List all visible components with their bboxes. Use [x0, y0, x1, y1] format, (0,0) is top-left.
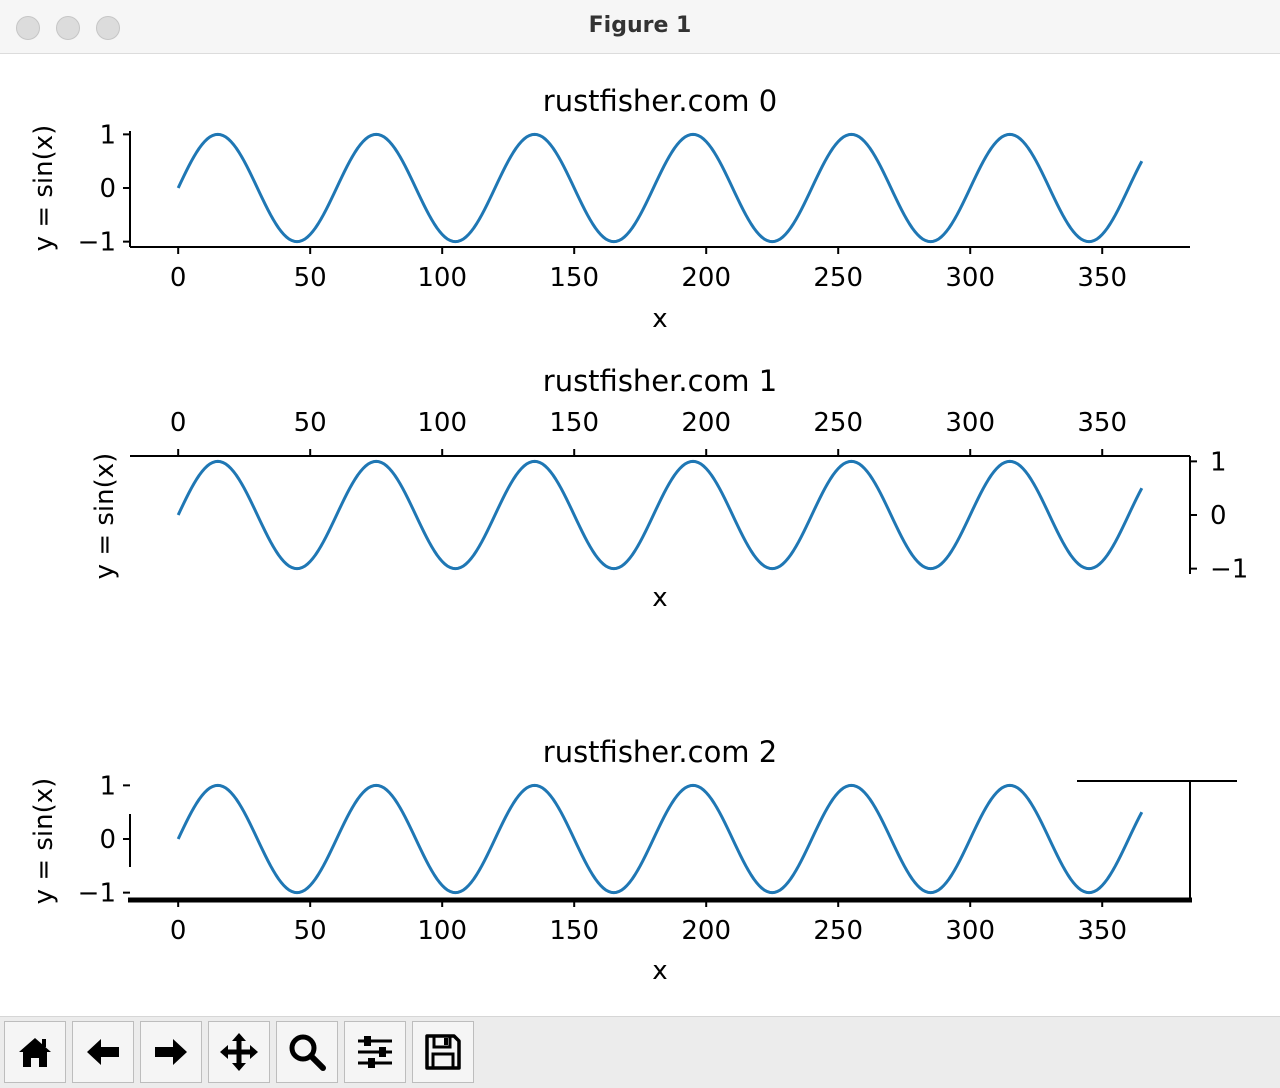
subplot-0-y-tick-label: 1 — [99, 120, 116, 150]
configure-subplots-button[interactable] — [344, 1021, 406, 1083]
subplot-1-x-axis-label: x — [652, 583, 667, 613]
subplot-1-x-tick-label: 50 — [294, 408, 327, 438]
subplot-0-y-tick-label: 0 — [99, 174, 116, 204]
subplot-2-sine-series-line — [176, 783, 1144, 895]
subplot-0-x-tick-label: 200 — [681, 263, 731, 293]
subplot-2-x-tick-label: 100 — [417, 916, 467, 946]
subplot-1-y-tick-label: 0 — [1210, 501, 1227, 531]
subplot-1-y-tick-label: 1 — [1210, 447, 1227, 477]
subplot-1-y-axis-label: y = sin(x) — [90, 453, 120, 580]
save-button[interactable] — [412, 1021, 474, 1083]
subplot-2-x-tick-label: 0 — [170, 916, 187, 946]
window-title: Figure 1 — [588, 13, 692, 38]
pan-move-icon — [220, 1033, 258, 1071]
figure-canvas: rustfisher.com 00 50 100 150 200 250 300 35010−… — [29, 84, 1248, 986]
subplot-0-x-tick-label: 350 — [1077, 263, 1127, 293]
subplot-0-y-tick-label: −1 — [78, 228, 116, 258]
subplot-0-x-tick-label: 250 — [813, 263, 863, 293]
subplot-2-x-tick-label: 50 — [294, 916, 327, 946]
pan-button[interactable] — [208, 1021, 270, 1083]
zoom-magnifier-icon — [289, 1034, 326, 1071]
subplot-1-y-tick-label: −1 — [1210, 555, 1248, 585]
subplot-0-sine-series-line — [176, 132, 1144, 244]
subplot-2-x-tick-label: 350 — [1077, 916, 1127, 946]
subplot-0-title: rustfisher.com 0 — [543, 84, 777, 118]
subplot-2-x-axis-label: x — [652, 956, 667, 986]
subplot-1-x-tick-label: 0 — [170, 408, 187, 438]
subplot-2-x-tick-label: 150 — [549, 916, 599, 946]
save-floppy-icon — [425, 1034, 461, 1070]
minimize-window-button[interactable] — [56, 16, 80, 40]
subplot-2-y-tick-label: −1 — [78, 879, 116, 909]
subplot-1-x-tick-label: 200 — [681, 408, 731, 438]
subplot-2-y-axis-label: y = sin(x) — [29, 778, 59, 905]
back-arrow-icon — [87, 1039, 119, 1065]
title-bar: Figure 1 — [0, 0, 1280, 54]
subplot-2-title: rustfisher.com 2 — [543, 735, 777, 769]
subplot-0-x-tick-label: 50 — [294, 263, 327, 293]
home-icon — [19, 1038, 51, 1067]
subplot-2-y-tick-label: 0 — [99, 825, 116, 855]
subplot-1-title: rustfisher.com 1 — [543, 364, 777, 398]
subplot-2-y-tick-label: 1 — [99, 771, 116, 801]
subplot-1-sine-series-line — [176, 459, 1144, 571]
subplots-sliders-icon — [358, 1036, 392, 1068]
forward-arrow-icon — [155, 1039, 187, 1065]
subplot-0-x-tick-label: 150 — [549, 263, 599, 293]
subplot-2-x-tick-label: 300 — [945, 916, 995, 946]
subplot-0-y-axis-label: y = sin(x) — [29, 125, 59, 252]
close-window-button[interactable] — [16, 16, 40, 40]
forward-button[interactable] — [140, 1021, 202, 1083]
subplot-2-x-tick-label: 250 — [813, 916, 863, 946]
subplot-1-x-tick-label: 350 — [1077, 408, 1127, 438]
subplot-1-x-tick-label: 150 — [549, 408, 599, 438]
zoom-window-button[interactable] — [96, 16, 120, 40]
subplot-0-x-tick-label: 0 — [170, 263, 187, 293]
subplot-0-x-tick-label: 100 — [417, 263, 467, 293]
subplot-1-x-tick-label: 300 — [945, 408, 995, 438]
zoom-button[interactable] — [276, 1021, 338, 1083]
subplot-1-x-tick-label: 250 — [813, 408, 863, 438]
subplot-2-x-tick-label: 200 — [681, 916, 731, 946]
subplot-0-x-tick-label: 300 — [945, 263, 995, 293]
subplot-0-x-axis-label: x — [652, 304, 667, 334]
back-button[interactable] — [72, 1021, 134, 1083]
navigation-toolbar — [0, 1016, 1280, 1088]
subplot-1-x-tick-label: 100 — [417, 408, 467, 438]
home-button[interactable] — [4, 1021, 66, 1083]
